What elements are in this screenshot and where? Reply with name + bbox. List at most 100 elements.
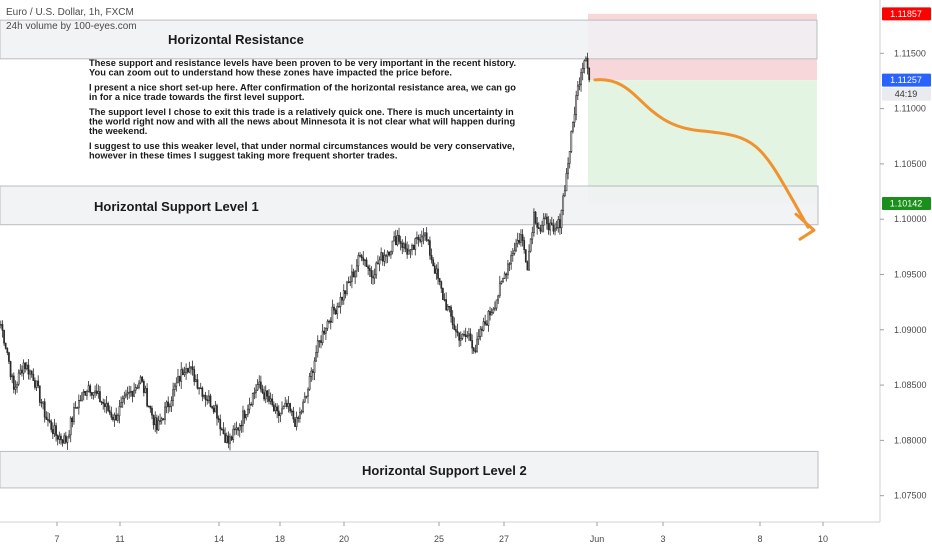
candle-body — [471, 340, 474, 349]
candle-body — [73, 407, 75, 423]
candle-body — [12, 375, 15, 390]
candle-body — [479, 328, 482, 337]
candle-body — [129, 390, 132, 393]
candle-body — [6, 348, 9, 353]
candle-body — [513, 249, 516, 254]
candle-body — [524, 249, 527, 263]
candle-body — [370, 270, 373, 278]
candle-body — [84, 391, 87, 396]
candle-body — [55, 425, 57, 436]
candle-body — [520, 234, 522, 243]
candle-body — [542, 218, 545, 226]
candle-body — [139, 376, 142, 384]
candle-body — [207, 395, 210, 401]
candles — [0, 52, 591, 451]
candle-body — [45, 416, 48, 420]
candle-body — [63, 435, 66, 444]
candle-body — [152, 414, 155, 426]
candle-body — [97, 391, 100, 394]
candle-body — [14, 386, 17, 390]
note-line: These support and resistance levels have… — [89, 58, 516, 68]
candle-body — [321, 330, 324, 343]
candle-body — [305, 395, 308, 398]
candle-body — [125, 393, 127, 397]
candle-body — [242, 410, 244, 426]
candle-body — [373, 274, 376, 279]
zone-support-2 — [0, 450, 819, 489]
candle-body — [191, 366, 194, 370]
y-tick-label: 1.09500 — [894, 269, 927, 279]
candle-body — [498, 283, 501, 297]
candle-body — [99, 391, 101, 403]
candle-body — [204, 394, 207, 401]
candle-body — [177, 376, 179, 384]
candle-body — [466, 335, 469, 337]
candle-body — [263, 392, 265, 400]
candle-body — [560, 209, 563, 229]
candle-body — [450, 306, 452, 317]
note-line: in for a nice trade towards the first le… — [89, 92, 304, 102]
target-price-tag-bg — [882, 196, 931, 210]
candle-body — [128, 391, 131, 394]
candle-body — [147, 405, 150, 408]
candle-body — [238, 424, 241, 431]
candle-body — [42, 401, 44, 404]
candle-body — [227, 435, 230, 444]
candle-body — [346, 281, 348, 294]
candle-body — [581, 68, 584, 74]
note-line: You can zoom out to understand how these… — [89, 68, 452, 78]
candle-body — [133, 389, 135, 397]
candle-body — [94, 390, 96, 393]
candle-body — [151, 407, 153, 416]
candle-body — [29, 370, 31, 375]
candle-body — [336, 306, 339, 315]
candle-body — [329, 320, 332, 323]
candle-body — [103, 403, 106, 407]
candle-body — [507, 263, 509, 276]
candle-body — [417, 236, 420, 241]
candle-body — [433, 265, 436, 274]
candle-body — [573, 114, 576, 123]
candle-body — [32, 373, 35, 381]
candle-body — [383, 255, 386, 262]
candle-body — [472, 347, 475, 352]
candle-body — [79, 399, 82, 402]
candle-body — [214, 405, 217, 413]
candle-body — [141, 376, 144, 382]
candle-body — [485, 323, 488, 326]
candle-body — [367, 266, 370, 269]
candle-body — [144, 388, 147, 393]
candle-body — [508, 263, 511, 265]
candle-body — [300, 411, 303, 413]
note-line: I present a nice short set-up here. Afte… — [89, 82, 516, 92]
candle-body — [56, 435, 59, 440]
candle-body — [557, 219, 560, 228]
candle-body — [375, 262, 378, 276]
candle-body — [495, 299, 498, 309]
candle-body — [326, 320, 329, 329]
stop-price-tag: 1.11857 — [890, 9, 922, 19]
candle-body — [273, 404, 275, 411]
candle-body — [422, 234, 425, 238]
x-tick-label: Jun — [590, 534, 605, 544]
candle-body — [116, 415, 119, 421]
candle-body — [279, 412, 282, 416]
candle-body — [233, 428, 236, 431]
candle-body — [575, 95, 578, 115]
candle-body — [155, 417, 158, 431]
candle-body — [554, 228, 556, 232]
countdown-tag: 44:19 — [895, 89, 918, 99]
x-tick-label: 11 — [115, 534, 124, 544]
candle-body — [105, 403, 108, 407]
candle-body — [34, 380, 36, 388]
candle-body — [443, 299, 446, 301]
candle-body — [43, 401, 46, 418]
candle-body — [474, 350, 477, 352]
candle-body — [381, 252, 384, 262]
current-price-tag: 1.11257 — [890, 75, 922, 85]
candle-body — [16, 383, 18, 388]
candle-body — [30, 370, 33, 375]
candle-body — [255, 389, 257, 393]
candle-body — [354, 270, 357, 278]
candle-body — [162, 418, 165, 420]
